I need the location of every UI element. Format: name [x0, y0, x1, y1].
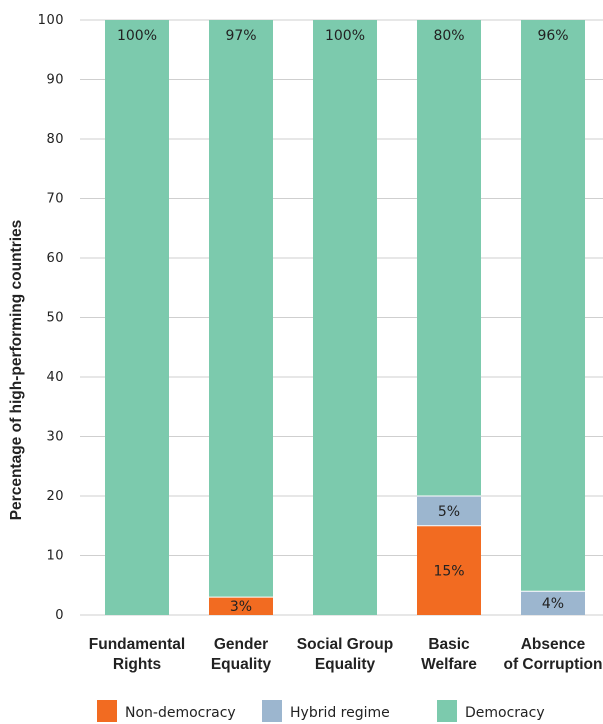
y-tick-label: 20 — [46, 489, 64, 504]
data-label: 15% — [433, 563, 464, 579]
y-tick-label: 30 — [46, 430, 64, 445]
y-tick-label: 50 — [46, 311, 64, 326]
data-label: 5% — [438, 504, 460, 520]
data-label: 97% — [225, 28, 256, 44]
legend: Non-democracy Hybrid regime Democracy — [97, 700, 545, 722]
data-label: 80% — [433, 28, 464, 44]
y-tick-label: 0 — [55, 608, 64, 623]
y-axis-title: Percentage of high-performing countries — [8, 220, 25, 521]
data-label: 100% — [117, 28, 157, 44]
data-label: 4% — [542, 596, 564, 612]
legend-label: Non-democracy — [125, 705, 236, 721]
y-tick-label: 90 — [46, 73, 64, 88]
legend-swatch — [437, 700, 457, 722]
category-label: Rights — [113, 656, 161, 673]
x-axis-category-labels: Fundamental Rights Gender Equality Social Gr… — [89, 636, 603, 673]
data-label: 96% — [537, 28, 568, 44]
bar-segment — [313, 20, 377, 615]
legend-label: Democracy — [465, 705, 545, 721]
bars: 100% 3% 97% 100% 15% 5% 80% 4% 96% — [105, 20, 585, 615]
y-tick-label: 10 — [46, 549, 64, 564]
category-label: Absence — [521, 636, 586, 653]
data-label: 100% — [325, 28, 365, 44]
category-label: Fundamental — [89, 636, 185, 653]
category-label: of Corruption — [503, 656, 602, 673]
y-tick-label: 70 — [46, 192, 64, 207]
category-label: Welfare — [421, 656, 477, 673]
y-tick-label: 80 — [46, 132, 64, 147]
y-tick-label: 100 — [38, 13, 64, 28]
legend-swatch — [97, 700, 117, 722]
bar-segment — [209, 597, 273, 615]
category-label: Equality — [315, 656, 376, 673]
bar-segment — [521, 591, 585, 615]
category-label: Equality — [211, 656, 272, 673]
bar-segment — [417, 20, 481, 496]
bar-segment — [521, 20, 585, 592]
data-label: 3% — [230, 599, 252, 615]
bar-segment — [417, 525, 481, 615]
legend-label: Hybrid regime — [290, 705, 390, 721]
category-label: Gender — [214, 636, 268, 653]
y-axis-ticks: 0 10 20 30 40 50 60 70 80 90 100 — [38, 13, 64, 623]
category-label: Basic — [428, 636, 470, 653]
bar-segment — [105, 20, 169, 615]
bar-segment — [417, 496, 481, 526]
y-tick-label: 60 — [46, 251, 64, 266]
y-tick-label: 40 — [46, 370, 64, 385]
category-label: Social Group — [297, 636, 393, 653]
legend-swatch — [262, 700, 282, 722]
bar-segment — [209, 20, 273, 598]
